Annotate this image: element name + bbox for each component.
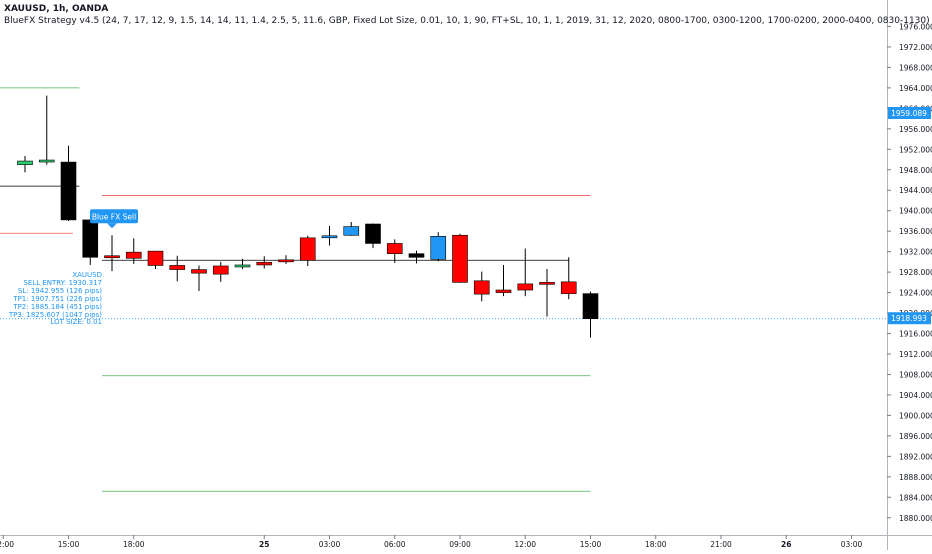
sell-signal-label: Blue FX Sell [90,209,138,229]
y-tick-label: 1932.000 [899,248,932,257]
candle-body [38,159,55,163]
chart-title: XAUUSD, 1h, OANDA [4,4,109,14]
y-tick-label: 1928.000 [899,268,932,277]
info-entry: SELL ENTRY: 1930.317 [23,278,102,287]
candle-body [321,235,338,239]
upper-price-tag-text: 1959.089 [891,109,927,118]
info-tp2: TP2: 1885.184 (451 pips) [13,302,102,311]
y-tick-label: 1964.000 [899,84,932,93]
candle-body [191,269,207,274]
current-price-tag-text: 1918.993 [891,314,927,323]
x-tick-label: 03:00 [319,540,341,549]
x-tick-label: 12:00 [0,540,14,549]
candle-body [452,234,468,283]
y-tick-label: 1880.000 [899,514,932,523]
candle-body [60,161,77,221]
candle-body [299,237,316,261]
candle-body [473,280,490,295]
x-tick-label: 15:00 [58,540,80,549]
candle-body [365,223,381,244]
x-tick-label: 03:00 [841,540,863,549]
y-tick-label: 1916.000 [899,330,932,339]
candle-body [104,255,120,259]
x-tick-label: 12:00 [514,540,536,549]
current-price-tag-bg [888,312,931,325]
candle-body [582,293,599,319]
y-tick-label: 1976.000 [899,22,932,31]
y-tick-label: 1968.000 [899,63,932,72]
y-tick-label: 1956.000 [899,125,932,134]
candle-body [212,265,229,275]
y-tick-label: 1936.000 [899,227,932,236]
y-tick-label: 1884.000 [899,493,932,502]
y-tick-label: 1892.000 [899,452,932,461]
candle-body [256,262,273,266]
candle-body [82,219,99,258]
candle-body [125,251,142,259]
candle-body [560,281,577,294]
x-tick-label: 25 [259,540,269,549]
trade-info-panel: XAUUSD SELL ENTRY: 1930.317 SL: 1942.955… [0,271,102,327]
x-tick-label: 18:00 [645,540,667,549]
y-tick-label: 1940.000 [899,207,932,216]
current-price-tag: 1918.993 [888,312,931,325]
candle-body [343,226,360,236]
y-tick-label: 1908.000 [899,370,932,379]
y-tick-label: 1948.000 [899,166,932,175]
x-tick-label: 09:00 [449,540,471,549]
x-tick-label: 21:00 [710,540,732,549]
y-tick-label: 1896.000 [899,432,932,441]
candle-body [430,235,447,260]
candle-body [386,243,403,254]
signal-label-text: Blue FX Sell [92,212,136,221]
x-tick-label: 26 [781,540,791,549]
y-tick-label: 1888.000 [899,473,932,482]
candle-body [278,259,294,263]
y-tick-label: 1904.000 [899,391,932,400]
info-lot: LOT SIZE: 0.01 [50,318,102,327]
candle-body [169,265,186,270]
y-tick-label: 1900.000 [899,411,932,420]
y-tick-label: 1972.000 [899,43,932,52]
info-tp1: TP1: 1907.751 (226 pips) [13,294,102,303]
candle-body [408,253,425,258]
candle-body [17,160,33,165]
x-tick-label: 15:00 [580,540,602,549]
x-tick-label: 06:00 [384,540,406,549]
candle-body [147,250,164,266]
x-tick-label: 18:00 [123,540,145,549]
y-tick-label: 1944.000 [899,186,932,195]
info-tp3: TP3: 1825.607 (1047 pips) [8,310,102,319]
upper-price-tag: 1959.089 [888,107,931,120]
candle-body [234,264,251,268]
candle-body [539,282,555,285]
signal-label-pointer [107,223,117,229]
info-sl: SL: 1942.955 (126 pips) [17,286,102,295]
info-symbol: XAUUSD [72,271,102,279]
signal-label-bg [90,209,138,224]
y-tick-label: 1952.000 [899,145,932,154]
y-tick-label: 1924.000 [899,289,932,298]
candle-body [517,283,534,291]
y-tick-label: 1912.000 [899,350,932,359]
indicator-legend[interactable]: BlueFX Strategy v4.5 (24, 7, 17, 12, 9, … [4,16,930,26]
candle-body [495,289,512,293]
upper-price-tag-bg [888,107,931,120]
